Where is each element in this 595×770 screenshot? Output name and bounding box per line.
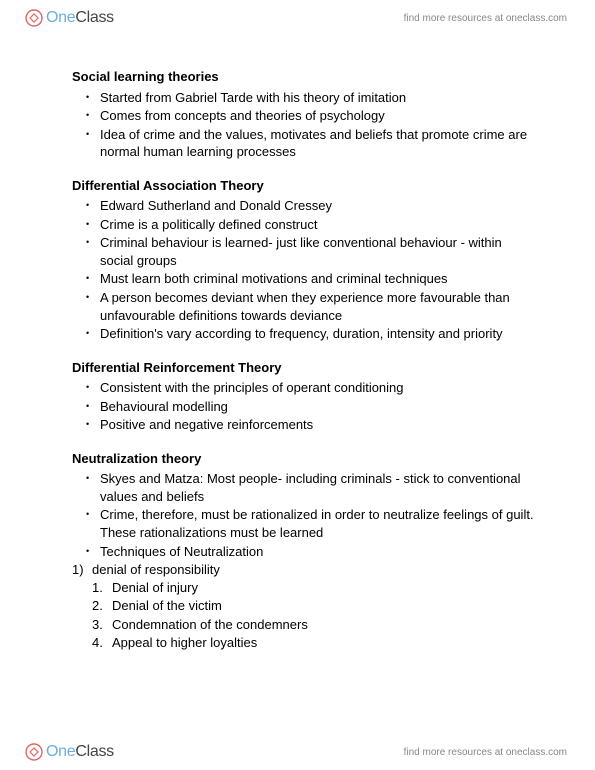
- heading: Differential Association Theory: [72, 177, 535, 195]
- brand-text: OneClass: [46, 743, 114, 761]
- bullet-list: Skyes and Matza: Most people- including …: [72, 470, 535, 560]
- document-body: Social learning theories Started from Ga…: [72, 68, 535, 668]
- list-item: Comes from concepts and theories of psyc…: [72, 107, 535, 125]
- logo-icon: [24, 742, 44, 762]
- header-bar: OneClass find more resources at oneclass…: [0, 0, 595, 36]
- list-item: Definition's vary according to frequency…: [72, 325, 535, 343]
- list-item: Positive and negative reinforcements: [72, 416, 535, 434]
- brand-logo: OneClass: [24, 8, 114, 28]
- list-item: Consistent with the principles of operan…: [72, 379, 535, 397]
- numbered-list: Denial of injury Denial of the victim Co…: [72, 579, 535, 652]
- section-neutralization: Neutralization theory Skyes and Matza: M…: [72, 450, 535, 652]
- section-social-learning: Social learning theories Started from Ga…: [72, 68, 535, 161]
- bullet-list: Edward Sutherland and Donald Cressey Cri…: [72, 197, 535, 342]
- bullet-list: Consistent with the principles of operan…: [72, 379, 535, 434]
- paren-list-item: denial of responsibility: [72, 561, 535, 579]
- brand-logo: OneClass: [24, 742, 114, 762]
- brand-part1: One: [46, 743, 75, 760]
- list-item: Denial of the victim: [72, 597, 535, 615]
- list-item: Must learn both criminal motivations and…: [72, 270, 535, 288]
- section-differential-association: Differential Association Theory Edward S…: [72, 177, 535, 343]
- list-item: Crime is a politically defined construct: [72, 216, 535, 234]
- bullet-list: Started from Gabriel Tarde with his theo…: [72, 89, 535, 161]
- header-tagline: find more resources at oneclass.com: [404, 13, 567, 24]
- list-item: A person becomes deviant when they exper…: [72, 289, 535, 324]
- brand-part2: Class: [75, 743, 114, 760]
- heading: Neutralization theory: [72, 450, 535, 468]
- list-item: Idea of crime and the values, motivates …: [72, 126, 535, 161]
- section-differential-reinforcement: Differential Reinforcement Theory Consis…: [72, 359, 535, 434]
- heading: Social learning theories: [72, 68, 535, 86]
- list-item: Techniques of Neutralization: [72, 543, 535, 561]
- brand-part2: Class: [75, 9, 114, 26]
- footer-tagline: find more resources at oneclass.com: [404, 747, 567, 758]
- list-item: Started from Gabriel Tarde with his theo…: [72, 89, 535, 107]
- footer-bar: OneClass find more resources at oneclass…: [0, 734, 595, 770]
- list-item: Skyes and Matza: Most people- including …: [72, 470, 535, 505]
- list-item: Edward Sutherland and Donald Cressey: [72, 197, 535, 215]
- list-item: Denial of injury: [72, 579, 535, 597]
- list-item: Condemnation of the condemners: [72, 616, 535, 634]
- brand-part1: One: [46, 9, 75, 26]
- heading: Differential Reinforcement Theory: [72, 359, 535, 377]
- list-item: Crime, therefore, must be rationalized i…: [72, 506, 535, 541]
- brand-text: OneClass: [46, 9, 114, 27]
- list-item: Appeal to higher loyalties: [72, 634, 535, 652]
- list-item: Criminal behaviour is learned- just like…: [72, 234, 535, 269]
- logo-icon: [24, 8, 44, 28]
- list-item: Behavioural modelling: [72, 398, 535, 416]
- list-text: denial of responsibility: [92, 562, 220, 577]
